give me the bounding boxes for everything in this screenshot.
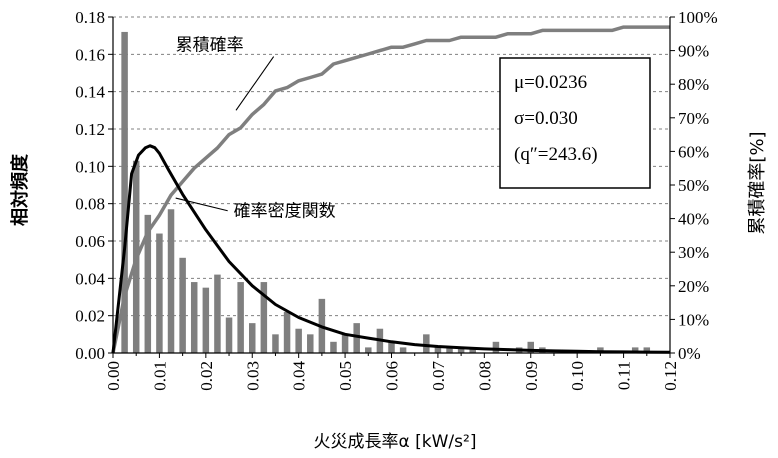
x-tick-label: 0.00 <box>104 361 123 391</box>
frequency-bar <box>307 334 314 353</box>
y-tick-label-right: 50% <box>678 176 709 195</box>
x-tick-label: 0.01 <box>150 361 169 391</box>
y-tick-label-right: 30% <box>678 243 709 262</box>
frequency-bar <box>341 334 349 353</box>
frequency-bar <box>144 214 152 353</box>
stats-box: μ=0.0236 σ=0.030 (q″=243.6) <box>499 57 651 189</box>
frequency-bar <box>225 317 233 353</box>
frequency-bar <box>353 323 360 353</box>
y-tick-label-right: 80% <box>678 75 709 94</box>
x-tick-label: 0.04 <box>290 361 309 391</box>
frequency-bar <box>202 287 210 353</box>
frequency-bar <box>260 282 268 353</box>
annotation-leader <box>235 56 275 111</box>
frequency-bar <box>214 274 221 353</box>
y-axis-label-left: 相対頻度 <box>9 153 31 226</box>
frequency-bar <box>643 347 651 353</box>
axis-labels: 火災成長率α [kW/s²] 相対頻度 累積確率[%] <box>9 131 768 452</box>
x-tick-label: 0.10 <box>568 361 587 391</box>
y-tick-label-left: 0.02 <box>75 307 105 326</box>
y-tick-label-left: 0.14 <box>75 83 105 102</box>
frequency-bar <box>237 282 244 353</box>
y-tick-label-left: 0.00 <box>75 344 105 363</box>
x-tick-label: 0.09 <box>522 361 541 391</box>
cumulative-probability-line <box>111 25 670 354</box>
x-tick-label: 0.12 <box>661 361 680 391</box>
frequency-bar <box>365 347 372 353</box>
frequency-bar <box>469 347 476 353</box>
frequency-bar <box>492 341 500 353</box>
x-tick-label: 0.03 <box>243 361 262 391</box>
frequency-bar <box>121 31 128 354</box>
series-lines <box>111 25 671 354</box>
frequency-bar <box>179 257 186 353</box>
x-axis-label: 火災成長率α [kW/s²] <box>314 432 477 452</box>
frequency-bar <box>434 347 442 353</box>
stats-line: μ=0.0236 <box>514 72 587 93</box>
y-tick-label-right: 100% <box>678 8 718 27</box>
pdf-line <box>111 144 671 354</box>
y-tick-label-left: 0.08 <box>75 195 105 214</box>
frequency-bar <box>399 347 407 353</box>
x-tick-label: 0.08 <box>475 361 494 391</box>
frequency-bar <box>249 323 256 353</box>
annotation-leader <box>175 197 228 212</box>
y-axis-label-right: 累積確率[%] <box>747 131 768 234</box>
frequency-bar <box>272 334 279 353</box>
y-tick-label-left: 0.16 <box>75 45 105 64</box>
x-tick-label: 0.05 <box>336 361 355 391</box>
y-tick-label-right: 20% <box>678 277 709 296</box>
frequency-bar <box>190 282 198 353</box>
frequency-bar <box>423 334 430 353</box>
frequency-bar <box>295 328 302 353</box>
axes <box>108 16 675 358</box>
y-tick-label-left: 0.06 <box>75 232 105 251</box>
x-tick-label: 0.02 <box>197 361 216 391</box>
y-tick-label-right: 60% <box>678 142 709 161</box>
frequency-bar <box>156 233 163 353</box>
x-tick-label: 0.11 <box>615 361 634 390</box>
stats-line: (q″=243.6) <box>514 144 598 165</box>
y-tick-label-left: 0.04 <box>75 269 105 288</box>
frequency-bar <box>446 347 453 353</box>
annotation-label: 累積確率 <box>176 36 244 56</box>
y-tick-label-left: 0.12 <box>75 120 105 139</box>
frequency-bar <box>527 341 534 353</box>
stats-line: σ=0.030 <box>514 108 578 129</box>
frequency-bar <box>631 347 639 353</box>
stats-box-frame <box>499 57 651 189</box>
tick-labels: 0.00 0.02 0.04 0.06 0.08 0.10 0.12 0.14 0.16 0.18… <box>75 8 717 391</box>
frequency-bar <box>388 341 395 353</box>
y-tick-label-right: 90% <box>678 42 709 61</box>
y-tick-label-right: 40% <box>678 210 709 229</box>
frequency-bar <box>457 347 465 353</box>
y-tick-label-left: 0.10 <box>75 157 105 176</box>
y-tick-label-right: 70% <box>678 109 709 128</box>
frequency-bar <box>330 341 337 353</box>
frequency-bar <box>167 209 175 353</box>
y-tick-label-right: 10% <box>678 310 709 329</box>
y-tick-label-left: 0.18 <box>75 8 105 27</box>
y-tick-label-right: 0% <box>678 344 701 363</box>
x-tick-label: 0.07 <box>429 361 448 391</box>
x-tick-label: 0.06 <box>383 361 402 391</box>
frequency-bar <box>283 311 291 353</box>
annotation-label: 確率密度関数 <box>234 202 336 222</box>
